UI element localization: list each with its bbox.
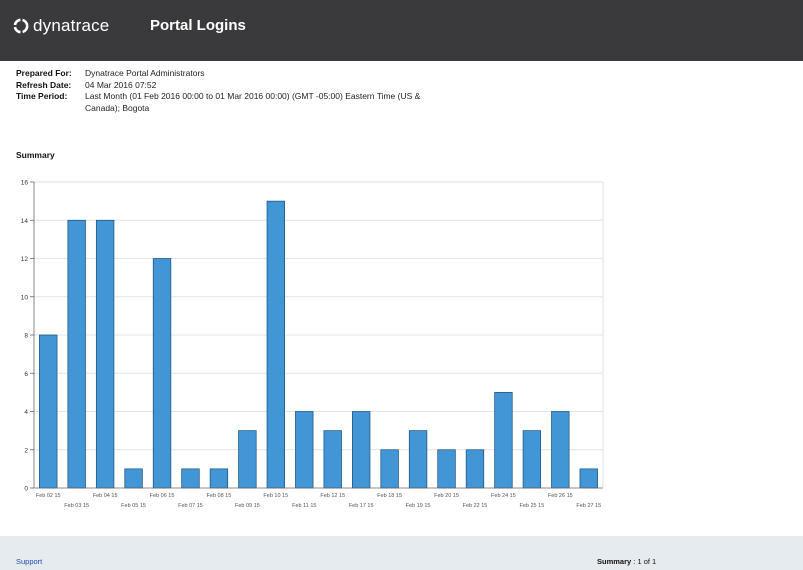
y-tick-label: 14: [21, 218, 29, 225]
y-tick-label: 10: [21, 294, 29, 301]
refresh-date-value: 04 Mar 2016 07:52: [85, 79, 157, 90]
chart-bars: [39, 200, 598, 489]
x-tick-label: Feb 17 15: [349, 503, 374, 509]
y-tick-label: 0: [24, 486, 28, 493]
report-footer: Support Summary : 1 of 1: [0, 536, 803, 570]
bar-5: [152, 258, 172, 489]
bar-17: [494, 392, 513, 489]
time-period-label: Time Period:: [16, 91, 68, 101]
bar-9: [266, 200, 285, 489]
dynatrace-logo: dynatrace: [12, 16, 109, 36]
x-tick-label: Feb 06 15: [150, 493, 175, 499]
x-tick-label: Feb 02 15: [36, 493, 61, 499]
x-tick-label: Feb 07 15: [178, 503, 203, 509]
y-tick-label: 2: [24, 447, 28, 454]
bar-12: [352, 411, 371, 489]
prepared-for-label: Prepared For:: [16, 68, 72, 78]
bar-20: [579, 468, 598, 489]
page-indicator: Summary : 1 of 1: [597, 557, 656, 566]
bar-15: [437, 449, 456, 489]
x-tick-label: Feb 18 15: [377, 493, 402, 499]
x-tick-label: Feb 22 15: [463, 503, 488, 509]
x-tick-label: Feb 24 15: [491, 493, 516, 499]
x-tick-label: Feb 05 15: [121, 503, 146, 509]
bar-4: [124, 468, 143, 489]
prepared-for-value: Dynatrace Portal Administrators: [85, 68, 205, 78]
bar-10: [295, 411, 314, 489]
prepared-for-row: Prepared For: Dynatrace Portal Administr…: [16, 68, 435, 80]
page-title: Portal Logins: [150, 17, 246, 34]
support-link[interactable]: Support: [16, 557, 43, 566]
bar-2: [67, 219, 86, 489]
summary-section-title: Summary: [16, 150, 55, 160]
bar-18: [522, 430, 542, 489]
time-period-value: Last Month (01 Feb 2016 00:00 to 01 Mar …: [85, 91, 421, 113]
bar-3: [95, 219, 115, 489]
bar-1: [39, 334, 58, 489]
bar-11: [323, 430, 342, 489]
page-indicator-value: : 1 of 1: [631, 557, 657, 566]
x-tick-label: Feb 04 15: [93, 493, 118, 499]
page-indicator-label: Summary: [597, 557, 632, 566]
logo-text: dynatrace: [33, 16, 110, 35]
y-tick-label: 6: [24, 371, 28, 378]
x-tick-label: Feb 11 15: [292, 503, 316, 509]
bar-16: [465, 449, 485, 489]
bar-6: [181, 468, 200, 489]
bar-13: [380, 449, 399, 489]
y-tick-label: 12: [21, 256, 29, 263]
refresh-date-label: Refresh Date:: [16, 79, 72, 90]
x-tick-label: Feb 25 15: [519, 503, 544, 509]
report-header: dynatrace Portal Logins: [0, 0, 803, 61]
bar-8: [238, 430, 257, 489]
x-tick-label: Feb 19 15: [406, 503, 431, 509]
chart-axes: [30, 181, 604, 489]
x-tick-label: Feb 08 15: [207, 493, 232, 499]
x-tick-label: Feb 12 15: [320, 493, 345, 499]
bar-19: [551, 411, 570, 489]
dynatrace-logo-icon: [13, 18, 29, 34]
y-tick-label: 8: [24, 333, 28, 340]
report-meta: Prepared For: Dynatrace Portal Administr…: [16, 68, 435, 114]
x-tick-label: Feb 10 15: [263, 493, 288, 499]
time-period-row: Time Period: Last Month (01 Feb 2016 00:…: [16, 91, 435, 114]
x-tick-label: Feb 09 15: [235, 503, 260, 509]
bar-14: [408, 430, 428, 489]
x-tick-label: Feb 03 15: [64, 503, 89, 509]
y-tick-label: 4: [24, 409, 28, 416]
chart-gridlines: [34, 181, 603, 451]
x-tick-label: Feb 26 15: [548, 493, 573, 499]
refresh-date-row: Refresh Date: 04 Mar 2016 07:52: [16, 80, 435, 92]
bar-7: [209, 468, 229, 489]
x-tick-label: Feb 20 15: [434, 493, 459, 499]
x-tick-label: Feb 27 15: [576, 503, 601, 509]
y-tick-label: 16: [21, 180, 29, 187]
